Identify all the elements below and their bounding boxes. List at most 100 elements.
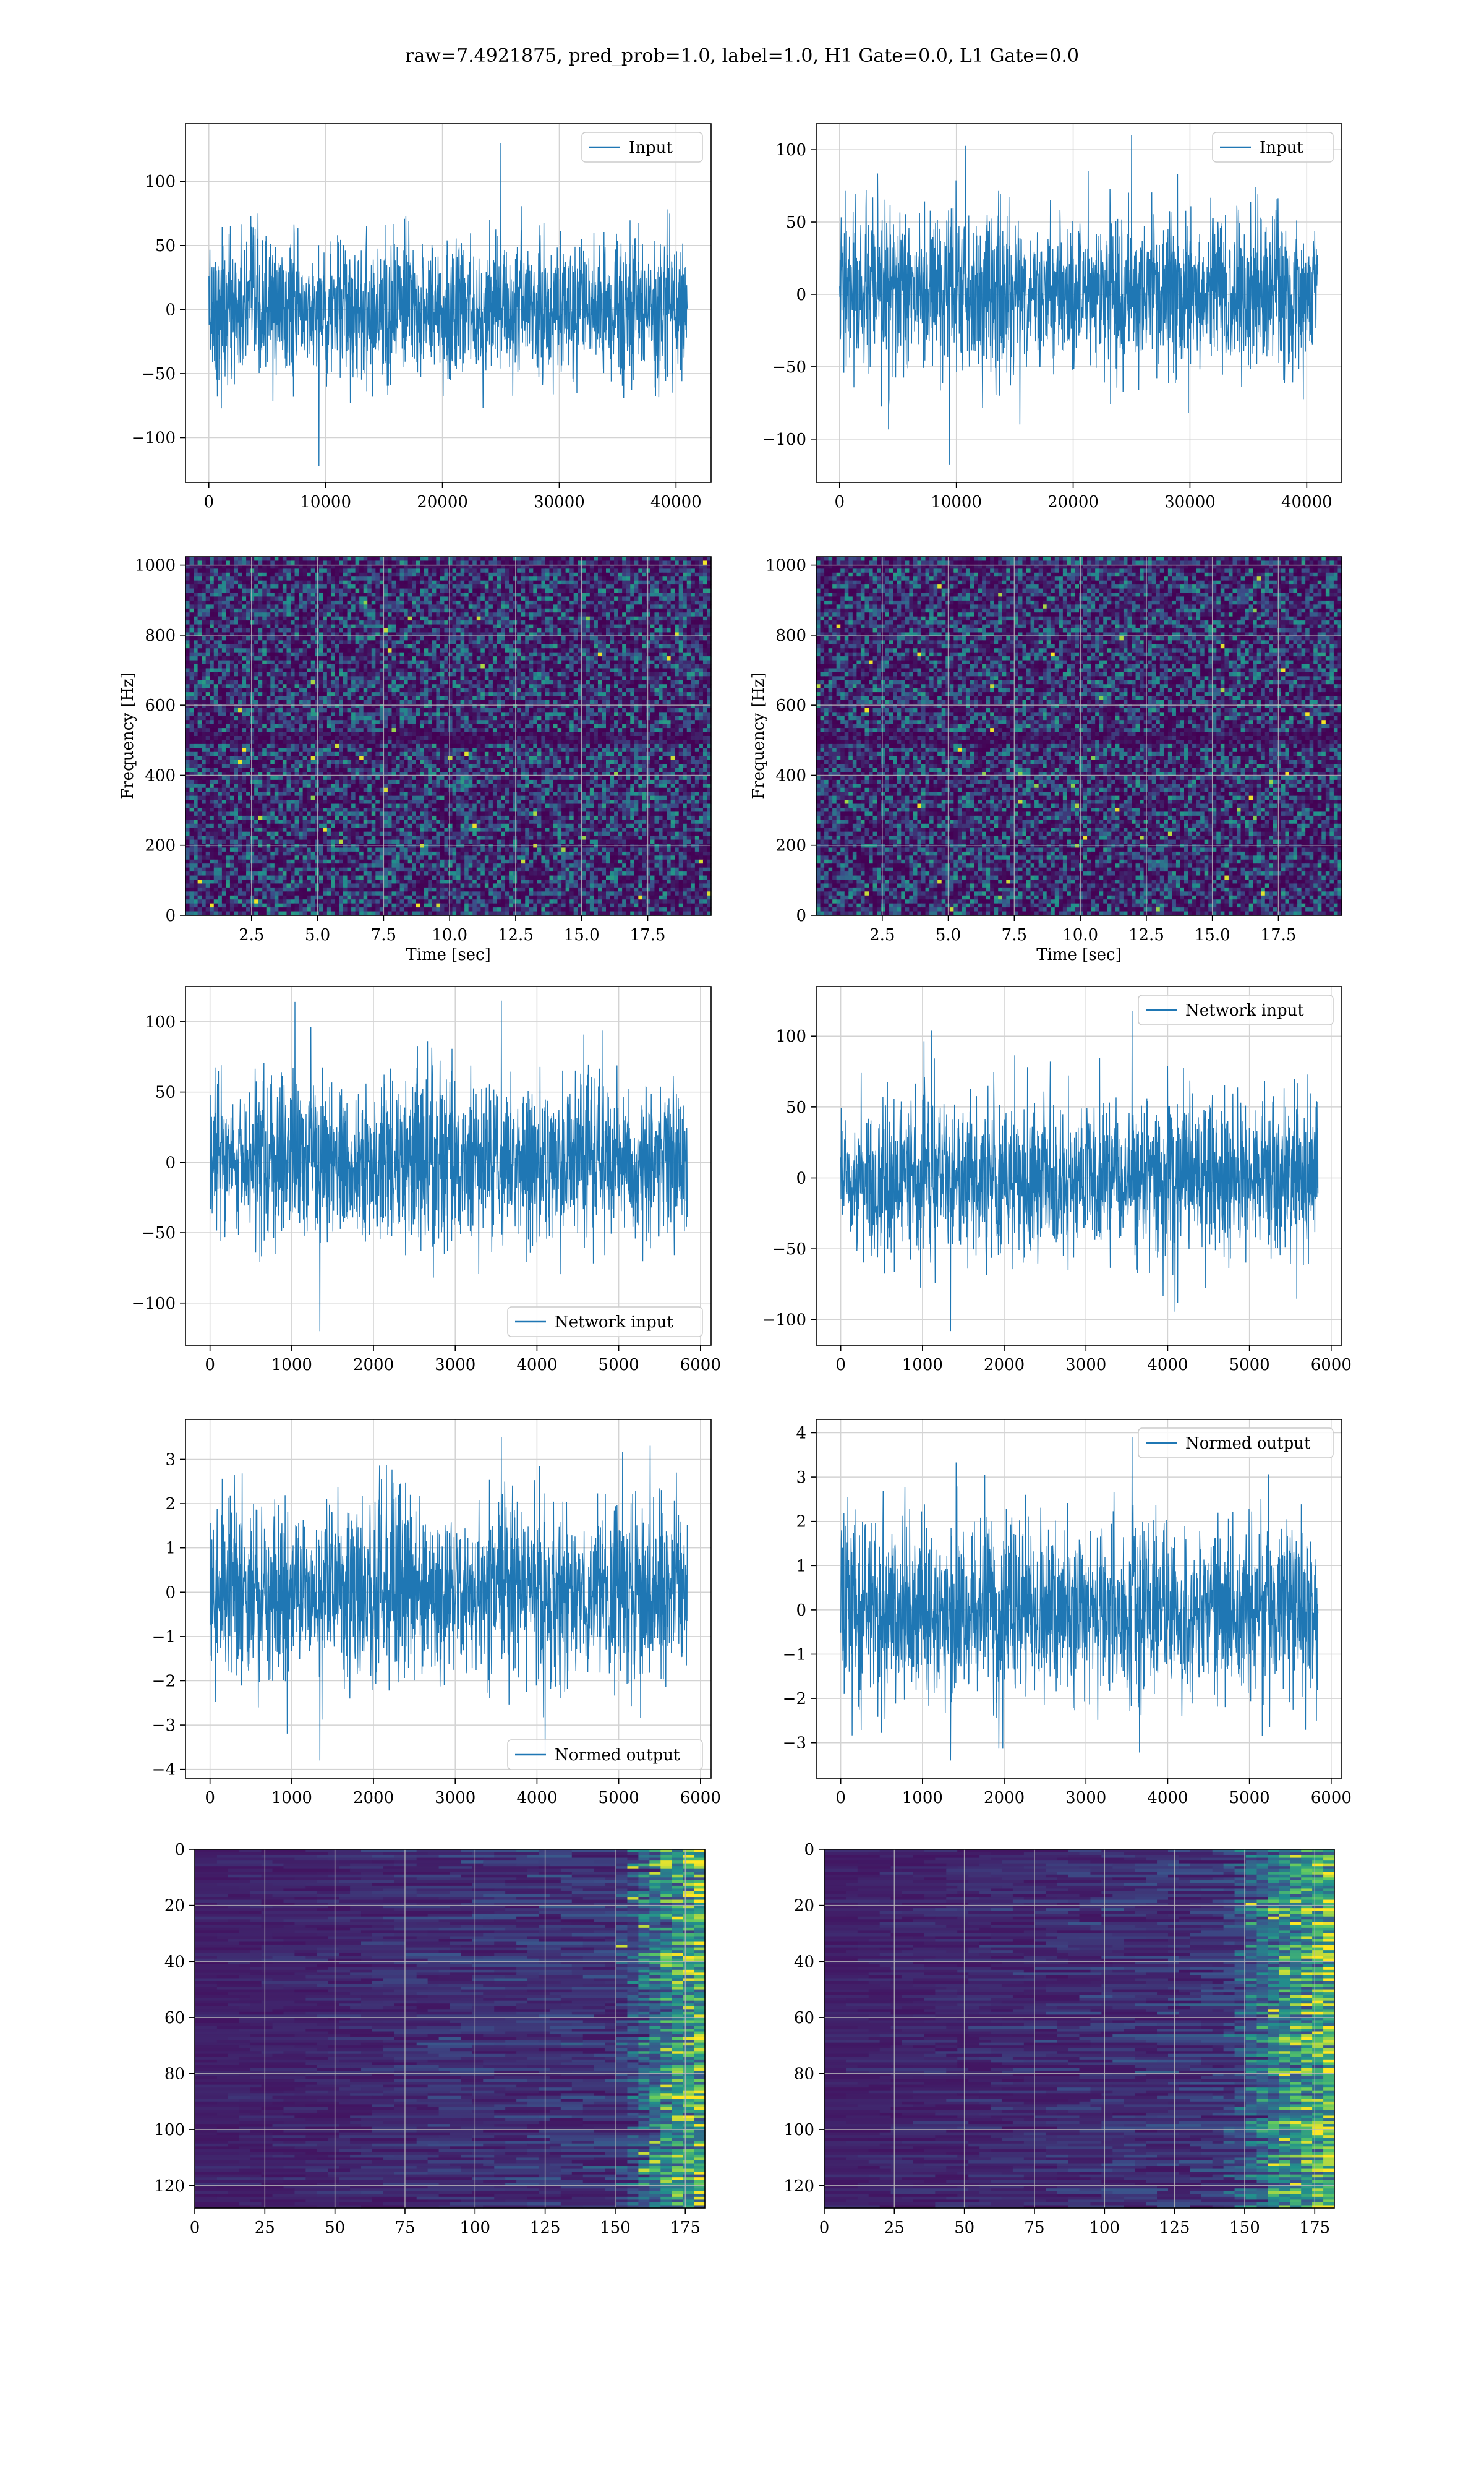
spectrogram-cell: [646, 589, 650, 593]
spectrogram-cell: [246, 568, 250, 573]
spectrogram-cell: [569, 584, 574, 589]
spectrogram-cell: [283, 596, 287, 601]
spectrogram-cell: [650, 593, 655, 597]
spectrogram-cell: [549, 557, 553, 561]
spectrogram-cell: [654, 584, 659, 589]
spectrogram-cell: [630, 581, 634, 585]
spectrogram-cell: [501, 557, 505, 561]
spectrogram-cell: [667, 557, 671, 561]
spectrogram-cell: [295, 601, 299, 605]
spectrogram-cell: [283, 601, 287, 605]
spectrogram-cell: [206, 576, 210, 581]
spectrogram-cell: [537, 576, 542, 581]
spectrogram-cell: [258, 589, 263, 593]
spectrogram-cell: [618, 573, 623, 577]
spectrogram-cell: [375, 560, 380, 565]
spectrogram-cell: [638, 596, 642, 601]
spectrogram-cell: [436, 589, 440, 593]
spectrogram-cell: [404, 601, 408, 605]
spectrogram-cell: [270, 584, 275, 589]
spectrogram-cell: [497, 560, 501, 565]
spectrogram-cell: [291, 584, 295, 589]
spectrogram-cell: [267, 596, 271, 601]
spectrogram-cell: [388, 560, 392, 565]
spectrogram-cell: [323, 596, 327, 601]
spectrogram-cell: [549, 596, 553, 601]
spectrogram-cell: [582, 584, 586, 589]
spectrogram-cell: [630, 568, 634, 573]
spectrogram-cell: [286, 593, 291, 597]
spectrogram-cell: [335, 581, 339, 585]
spectrogram-cell: [691, 584, 695, 589]
spectrogram-cell: [545, 584, 550, 589]
spectrogram-cell: [267, 581, 271, 585]
spectrogram-cell: [424, 581, 429, 585]
spectrogram-cell: [226, 576, 230, 581]
spectrogram-cell: [545, 573, 550, 577]
spectrogram-cell: [525, 589, 529, 593]
spectrogram-cell: [400, 581, 404, 585]
spectrogram-cell: [444, 581, 448, 585]
spectrogram-cell: [509, 589, 513, 593]
spectrogram-cell: [472, 573, 477, 577]
y-tick-label: −50: [772, 358, 806, 377]
spectrogram-cell: [311, 593, 315, 597]
spectrogram-cell: [650, 576, 655, 581]
spectrogram-cell: [691, 568, 695, 573]
spectrogram-cell: [622, 560, 626, 565]
spectrogram-cell: [561, 584, 566, 589]
spectrogram-cell: [618, 584, 623, 589]
spectrogram-cell: [262, 596, 267, 601]
spectrogram-cell: [456, 576, 461, 581]
spectrogram-cell: [420, 557, 424, 561]
spectrogram-cell: [198, 584, 202, 589]
spectrogram-cell: [634, 593, 639, 597]
spectrogram-cell: [569, 568, 574, 573]
spectrogram-cell: [275, 584, 279, 589]
spectrogram-cell: [198, 557, 202, 561]
spectrogram-cell: [375, 557, 380, 561]
spectrogram-cell: [396, 573, 400, 577]
spectrogram-cell: [372, 584, 376, 589]
spectrogram-cell: [480, 576, 485, 581]
y-tick-label: 100: [145, 173, 176, 191]
y-tick-label: 50: [786, 213, 806, 232]
spectrogram-cell: [383, 576, 388, 581]
spectrogram-cell: [582, 560, 586, 565]
spectrogram-cell: [424, 593, 429, 597]
spectrogram-cell: [198, 596, 202, 601]
spectrogram-cell: [222, 568, 226, 573]
spectrogram-cell: [472, 593, 477, 597]
spectrogram-cell: [339, 573, 343, 577]
spectrogram-cell: [444, 560, 448, 565]
spectrogram-cell: [372, 581, 376, 585]
spectrogram-cell: [270, 576, 275, 581]
spectrogram-cell: [375, 601, 380, 605]
spectrogram-cell: [428, 584, 432, 589]
spectrogram-cell: [416, 568, 420, 573]
spectrogram-cell: [461, 584, 465, 589]
spectrogram-cell: [323, 589, 327, 593]
spectrogram-cell: [525, 593, 529, 597]
spectrogram-cell: [646, 584, 650, 589]
spectrogram-cell: [270, 581, 275, 585]
spectrogram-cell: [348, 568, 352, 573]
spectrogram-cell: [569, 576, 574, 581]
spectrogram-cell: [436, 573, 440, 577]
spectrogram-cell: [230, 557, 234, 561]
spectrogram-cell: [574, 557, 578, 561]
spectrogram-cell: [198, 581, 202, 585]
spectrogram-cell: [364, 601, 368, 605]
spectrogram-cell: [671, 573, 675, 577]
spectrogram-cell: [388, 596, 392, 601]
spectrogram-cell: [610, 589, 615, 593]
spectrogram-cell: [303, 596, 307, 601]
spectrogram-cell: [416, 601, 420, 605]
spectrogram-cell: [246, 581, 250, 585]
spectrogram-cell: [258, 576, 263, 581]
spectrogram-cell: [453, 581, 457, 585]
spectrogram-cell: [364, 557, 368, 561]
spectrogram-cell: [558, 557, 562, 561]
spectrogram-cell: [424, 573, 429, 577]
spectrogram-cell: [654, 593, 659, 597]
